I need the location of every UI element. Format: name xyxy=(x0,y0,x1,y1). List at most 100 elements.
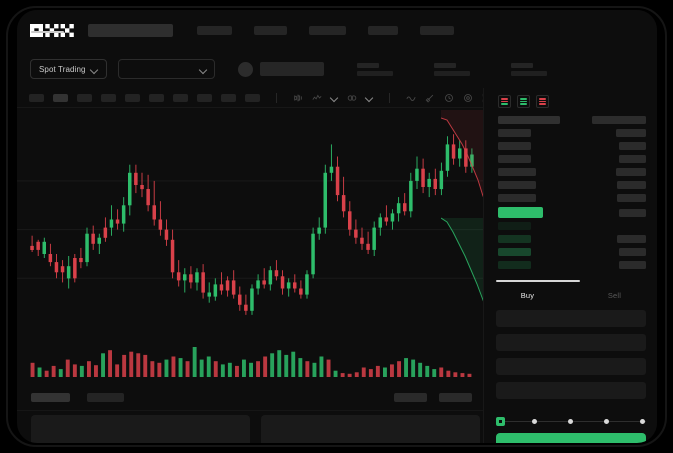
orderbook-bid-row[interactable] xyxy=(484,222,657,235)
orderbook-ask-row[interactable] xyxy=(484,181,657,194)
indicators-icon[interactable] xyxy=(312,93,322,103)
order-panel: Buy Sell xyxy=(483,88,657,443)
submit-order-button[interactable] xyxy=(496,433,646,443)
total-field[interactable] xyxy=(496,382,646,399)
nav-items-group xyxy=(197,25,454,35)
timeframe-button-2[interactable] xyxy=(53,93,68,102)
timeframe-button-4[interactable] xyxy=(101,93,116,102)
slider-stop-25[interactable] xyxy=(532,418,537,424)
nav-item-2[interactable] xyxy=(254,25,287,35)
bt-action-1[interactable] xyxy=(394,393,427,402)
ob-last-amount xyxy=(619,209,646,217)
ob-bid-price xyxy=(498,235,531,243)
orderbook-ask-row[interactable] xyxy=(484,194,657,207)
nav-item-3[interactable] xyxy=(309,25,346,35)
stat-label xyxy=(433,62,456,68)
settings-icon[interactable] xyxy=(463,93,473,103)
stat-value xyxy=(510,70,547,76)
orderbook-ask-row[interactable] xyxy=(484,168,657,181)
ob-bid-amount xyxy=(619,261,646,269)
orderbook-bid-row[interactable] xyxy=(484,261,657,274)
ob-col-price xyxy=(498,116,560,124)
ob-bid-amount xyxy=(617,235,646,243)
price-chart[interactable] xyxy=(17,108,483,333)
magnet-icon[interactable] xyxy=(425,93,435,103)
toolbar-divider xyxy=(389,92,390,103)
chevron-down-icon xyxy=(91,66,98,73)
bottom-tab-actions xyxy=(394,393,472,402)
ob-ask-price xyxy=(498,168,536,176)
timeframe-button-5[interactable] xyxy=(125,93,140,102)
orderbook-bid-row[interactable] xyxy=(484,248,657,261)
orderbook-bid-row[interactable] xyxy=(484,235,657,248)
timeframe-button-7[interactable] xyxy=(173,93,188,102)
ob-mode-bids-only[interactable] xyxy=(517,95,530,108)
slider-stop-50[interactable] xyxy=(568,418,573,424)
bottom-panel-right[interactable] xyxy=(261,415,480,443)
nav-item-1[interactable] xyxy=(197,25,232,35)
ob-bid-price xyxy=(498,261,531,269)
orderbook[interactable] xyxy=(484,116,657,280)
orderbook-ask-row[interactable] xyxy=(484,142,657,155)
ob-last-price-value xyxy=(498,207,543,218)
ob-ask-price xyxy=(498,129,531,137)
candlestick-icon[interactable] xyxy=(293,93,303,103)
ticker-bar: Spot Trading xyxy=(17,50,657,88)
trading-pair-selector[interactable] xyxy=(117,59,215,79)
compare-icon[interactable] xyxy=(347,93,357,103)
orderbook-ask-row[interactable] xyxy=(484,129,657,142)
alert-icon[interactable] xyxy=(444,93,454,103)
ob-bid-amount xyxy=(619,248,646,256)
volume-chart[interactable] xyxy=(17,333,483,385)
ob-ask-amount xyxy=(619,142,646,150)
slider-stop-100[interactable] xyxy=(640,418,645,424)
tab-open-orders[interactable] xyxy=(31,393,70,402)
price-field[interactable] xyxy=(496,334,646,351)
bottom-tab-bar xyxy=(17,385,483,411)
timeframe-button-10[interactable] xyxy=(245,93,260,102)
slider-stop-75[interactable] xyxy=(604,418,609,424)
chevron-down-icon[interactable] xyxy=(366,94,373,101)
volume-chart-svg xyxy=(30,347,472,377)
ob-col-amount xyxy=(592,116,646,124)
okx-logo-icon[interactable] xyxy=(30,23,74,37)
ob-mode-asks-only[interactable] xyxy=(536,95,549,108)
stat-value xyxy=(356,70,393,76)
spot-trading-label: Spot Trading xyxy=(39,64,86,74)
tab-order-history[interactable] xyxy=(87,393,124,402)
timeframe-button-6[interactable] xyxy=(149,93,164,102)
price-group xyxy=(237,61,324,77)
bottom-panel-left[interactable] xyxy=(31,415,250,443)
ob-ask-price xyxy=(498,181,536,189)
line-chart-icon[interactable] xyxy=(406,93,416,103)
timeframe-button-8[interactable] xyxy=(197,93,212,102)
ticker-stat-2 xyxy=(433,62,470,76)
tab-sell[interactable]: Sell xyxy=(571,284,657,306)
bt-action-2[interactable] xyxy=(439,393,472,402)
stat-label xyxy=(356,62,379,68)
slider-handle[interactable] xyxy=(496,417,505,426)
timeframe-button-3[interactable] xyxy=(77,93,92,102)
nav-item-4[interactable] xyxy=(368,25,398,35)
orderbook-header xyxy=(484,116,657,129)
ob-ask-price xyxy=(498,194,536,202)
timeframe-button-9[interactable] xyxy=(221,93,236,102)
ob-bid-price xyxy=(498,222,531,230)
chevron-down-icon[interactable] xyxy=(331,94,338,101)
stat-value xyxy=(433,70,470,76)
active-tab-underline xyxy=(31,31,64,33)
orderbook-ask-row[interactable] xyxy=(484,155,657,168)
nav-item-5[interactable] xyxy=(420,25,454,35)
tab-sell-label: Sell xyxy=(607,290,622,300)
bottom-panels xyxy=(17,415,483,443)
tab-buy[interactable]: Buy xyxy=(484,284,571,306)
percent-slider[interactable] xyxy=(496,416,646,428)
order-type-field[interactable] xyxy=(496,310,646,327)
ob-mode-both[interactable] xyxy=(498,95,511,108)
amount-field[interactable] xyxy=(496,358,646,375)
timeframe-button-1[interactable] xyxy=(29,93,44,102)
spot-trading-dropdown[interactable]: Spot Trading xyxy=(30,59,107,79)
orderbook-divider xyxy=(496,280,580,282)
search-input[interactable] xyxy=(88,23,173,37)
ob-bid-price xyxy=(498,248,531,256)
